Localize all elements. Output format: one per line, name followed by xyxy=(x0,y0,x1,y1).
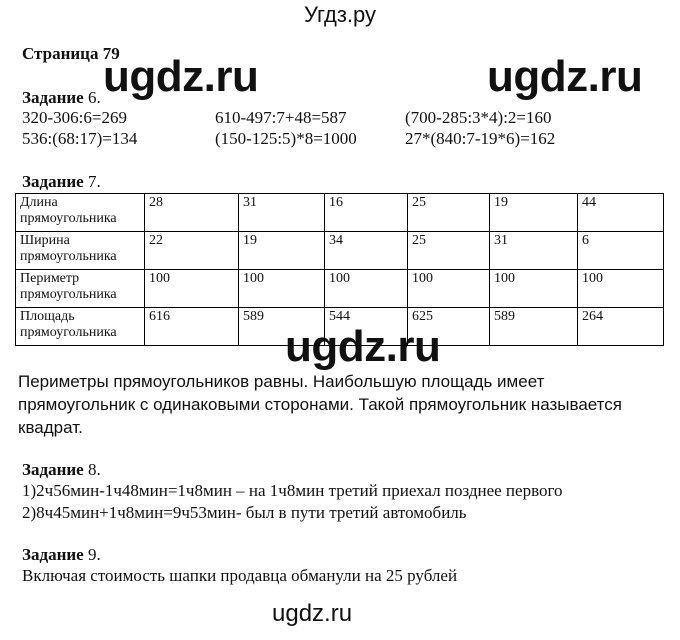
table-cell: 25 xyxy=(407,193,490,232)
task9-heading: Задание 9. xyxy=(22,545,101,564)
paragraph-line: квадрат. xyxy=(18,418,83,437)
row-header: Площадь прямоугольника xyxy=(15,307,145,346)
expression: (700-285:3*4):2=160 xyxy=(405,108,552,127)
table-cell: 544 xyxy=(324,307,408,346)
solution-line: 2)8ч45мин+1ч8мин=9ч53мин- был в пути тре… xyxy=(22,503,467,522)
table-cell: 6 xyxy=(577,231,664,270)
table-cell: 100 xyxy=(407,269,490,308)
expression: 610-497:7+48=587 xyxy=(215,108,347,127)
table-cell: 100 xyxy=(144,269,239,308)
expression: (150-125:5)*8=1000 xyxy=(215,129,357,148)
table-cell: 589 xyxy=(238,307,325,346)
table-cell: 34 xyxy=(324,231,408,270)
table-cell: 264 xyxy=(577,307,664,346)
watermark: ugdz.ru xyxy=(103,52,259,101)
row-header: Ширина прямоугольника xyxy=(15,231,145,270)
expression: 320-306:6=269 xyxy=(22,108,127,127)
table-cell: 100 xyxy=(489,269,578,308)
row-header: Периметр прямоугольника xyxy=(15,269,145,308)
table-cell: 31 xyxy=(489,231,578,270)
table-row: Длина прямоугольника 28 31 16 25 19 44 xyxy=(15,193,664,232)
expression: 536:(68:17)=134 xyxy=(22,129,138,148)
solution-line: Включая стоимость шапки продавца обманул… xyxy=(22,566,458,585)
table-cell: 19 xyxy=(238,231,325,270)
table-cell: 25 xyxy=(407,231,490,270)
rectangle-table: Длина прямоугольника 28 31 16 25 19 44 Ширина п… xyxy=(15,193,664,346)
table-cell: 19 xyxy=(489,193,578,232)
table-cell: 28 xyxy=(144,193,239,232)
watermark: ugdz.ru xyxy=(487,52,643,101)
site-title: Угдз.ру xyxy=(303,2,377,27)
row-header: Длина прямоугольника xyxy=(15,193,145,232)
table-cell: 22 xyxy=(144,231,239,270)
table-cell: 16 xyxy=(324,193,408,232)
table-cell: 625 xyxy=(407,307,490,346)
expression: 27*(840:7-19*6)=162 xyxy=(405,129,556,148)
solution-line: 1)2ч56мин-1ч48мин=1ч8мин – на 1ч8мин тре… xyxy=(22,481,563,500)
table-row: Площадь прямоугольника 616 589 544 625 589 264 xyxy=(15,307,664,346)
footer-watermark: ugdz.ru xyxy=(272,600,353,627)
table-cell: 100 xyxy=(238,269,325,308)
task8-heading: Задание 8. xyxy=(22,460,101,479)
task6-heading: Задание 6. xyxy=(22,88,101,107)
table-cell: 44 xyxy=(577,193,664,232)
task7-heading: Задание 7. xyxy=(22,172,101,191)
table-cell: 100 xyxy=(577,269,664,308)
table-row: Периметр прямоугольника 100 100 100 100 100 10… xyxy=(15,269,664,308)
table-cell: 616 xyxy=(144,307,239,346)
table-row: Ширина прямоугольника 22 19 34 25 31 6 xyxy=(15,231,664,270)
table-cell: 589 xyxy=(489,307,578,346)
page-heading: Страница 79 xyxy=(22,44,120,63)
paragraph-line: Периметры прямоугольников равны. Наиболь… xyxy=(18,372,545,391)
table-cell: 100 xyxy=(324,269,408,308)
paragraph-line: прямоугольник с одинаковыми сторонами. Т… xyxy=(18,395,622,414)
table-cell: 31 xyxy=(238,193,325,232)
